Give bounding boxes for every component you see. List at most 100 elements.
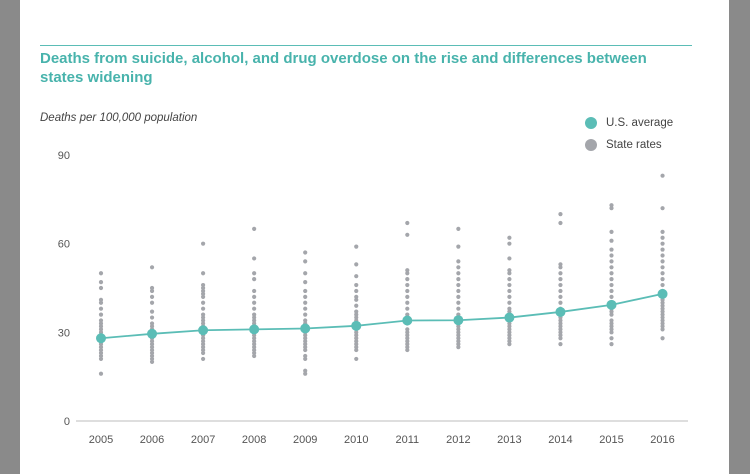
state-rate-point bbox=[252, 312, 257, 317]
state-rate-point bbox=[507, 336, 512, 341]
state-rate-point bbox=[456, 271, 461, 276]
state-rate-point bbox=[405, 347, 410, 353]
state-rate-point bbox=[201, 312, 206, 317]
state-rate-point bbox=[252, 353, 257, 359]
state-rate-point bbox=[558, 212, 563, 217]
state-rate-point bbox=[558, 271, 563, 276]
state-rate-point bbox=[456, 226, 461, 231]
title-rule bbox=[40, 45, 692, 46]
us-average-point bbox=[504, 312, 515, 323]
state-rate-point bbox=[405, 282, 410, 288]
state-rate-point bbox=[507, 339, 512, 344]
state-rate-point bbox=[149, 350, 155, 356]
state-rate-point bbox=[405, 288, 410, 294]
legend-label-state-rates: State rates bbox=[606, 139, 662, 151]
state-rate-point bbox=[660, 309, 665, 314]
state-rate-point bbox=[354, 356, 359, 362]
state-rate-point bbox=[354, 333, 359, 338]
state-rate-point bbox=[354, 294, 359, 299]
state-rate-point bbox=[149, 300, 155, 305]
state-rate-point bbox=[201, 350, 206, 356]
state-rate-point bbox=[98, 318, 104, 323]
state-rate-point bbox=[252, 339, 257, 344]
state-rate-point bbox=[98, 271, 104, 276]
state-rate-point bbox=[609, 288, 614, 294]
state-rate-point bbox=[252, 294, 257, 299]
state-rate-point bbox=[303, 336, 308, 341]
state-rate-point bbox=[303, 306, 308, 311]
state-rate-point bbox=[660, 324, 665, 329]
state-rate-point bbox=[201, 271, 206, 276]
state-rate-point bbox=[558, 262, 563, 267]
state-rate-point bbox=[201, 318, 206, 323]
x-tick-label: 2009 bbox=[293, 434, 317, 446]
state-rate-point bbox=[660, 327, 665, 332]
y-tick-label: 30 bbox=[58, 327, 70, 339]
state-rate-point bbox=[558, 288, 563, 294]
state-rate-point bbox=[405, 300, 410, 305]
legend-item-state-rates: State rates bbox=[585, 134, 673, 156]
state-rate-point bbox=[303, 356, 308, 362]
state-rate-point bbox=[558, 277, 563, 282]
state-rate-point bbox=[201, 282, 206, 288]
x-tick-label: 2013 bbox=[497, 434, 521, 446]
state-rate-point bbox=[609, 238, 614, 243]
state-rate-point bbox=[507, 271, 512, 276]
state-rate-point bbox=[558, 327, 563, 332]
state-rate-point bbox=[456, 330, 461, 335]
state-rate-point bbox=[252, 277, 257, 282]
y-tick-label: 60 bbox=[58, 239, 70, 251]
state-rate-point bbox=[98, 300, 104, 305]
state-rate-point bbox=[507, 330, 512, 335]
state-rate-point bbox=[98, 312, 104, 317]
x-tick-label: 2010 bbox=[344, 434, 368, 446]
state-rate-point bbox=[201, 347, 206, 353]
state-rate-point bbox=[660, 277, 665, 282]
state-rate-point bbox=[201, 315, 206, 320]
state-rate-point bbox=[303, 368, 308, 373]
state-rate-point bbox=[405, 336, 410, 341]
state-rate-point bbox=[201, 241, 206, 246]
state-rate-point bbox=[303, 371, 308, 376]
state-rate-point bbox=[252, 271, 257, 276]
state-rate-point bbox=[507, 300, 512, 305]
chart-title: Deaths from suicide, alcohol, and drug o… bbox=[40, 50, 647, 86]
state-rate-point bbox=[660, 173, 665, 178]
state-rate-point bbox=[507, 241, 512, 246]
state-rate-point bbox=[660, 282, 665, 288]
state-rate-point bbox=[507, 324, 512, 329]
state-rate-point bbox=[558, 300, 563, 305]
state-rate-point bbox=[660, 241, 665, 246]
state-rate-point bbox=[303, 312, 308, 317]
state-rate-point bbox=[609, 330, 614, 335]
state-rate-point bbox=[456, 342, 461, 347]
state-rate-point bbox=[354, 297, 359, 302]
state-rate-point bbox=[201, 288, 206, 294]
state-rate-point bbox=[558, 342, 563, 347]
state-rate-point bbox=[660, 259, 665, 264]
state-rate-point bbox=[507, 306, 512, 311]
state-rate-point bbox=[609, 282, 614, 288]
state-rate-point bbox=[303, 294, 308, 299]
us-average-point bbox=[351, 320, 362, 331]
us-average-point bbox=[606, 299, 617, 310]
state-rate-point bbox=[558, 321, 563, 326]
us-average-point bbox=[402, 315, 413, 326]
us-average-point bbox=[453, 315, 464, 326]
state-rate-point bbox=[303, 333, 308, 338]
state-rate-point bbox=[558, 220, 563, 226]
state-rate-point bbox=[98, 350, 104, 356]
state-rate-point bbox=[456, 288, 461, 294]
y-axis-label: Deaths per 100,000 population bbox=[40, 112, 198, 124]
state-rate-point bbox=[303, 339, 308, 344]
state-rate-point bbox=[252, 306, 257, 311]
us-average-point bbox=[300, 323, 311, 334]
state-rate-point bbox=[252, 347, 257, 353]
state-rate-point bbox=[609, 206, 614, 211]
x-tick-label: 2005 bbox=[89, 434, 113, 446]
state-rate-point bbox=[609, 271, 614, 276]
state-rate-point bbox=[558, 318, 563, 323]
state-rate-point bbox=[149, 347, 155, 353]
state-rate-point bbox=[201, 336, 206, 341]
